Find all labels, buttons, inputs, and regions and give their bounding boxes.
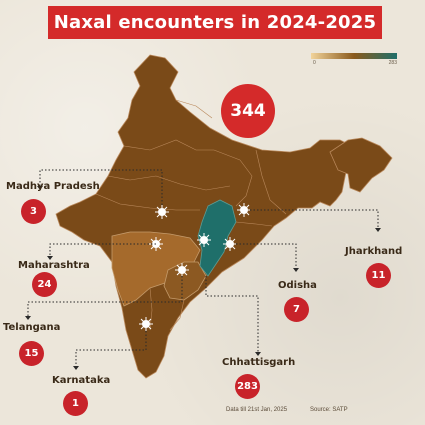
map-title: Naxal encounters in 2024-2025 — [48, 6, 382, 39]
count-badge-karnataka: 1 — [63, 391, 88, 416]
state-label-chhattisgarh: Chhattisgarh — [222, 357, 296, 368]
data-source-note: Source: SATP — [310, 407, 348, 413]
northeast-region — [329, 137, 393, 193]
state-label-telangana: Telangana — [3, 322, 61, 333]
state-label-jharkhand: Jharkhand — [345, 246, 403, 257]
count-badge-telangana: 15 — [19, 341, 44, 366]
state-label-maharashtra: Maharashtra — [18, 260, 90, 271]
state-boundaries — [95, 99, 287, 331]
legend-gradient — [311, 53, 397, 59]
chhattisgarh-region — [197, 199, 237, 277]
data-date-note: Data till 21st Jan, 2025 — [226, 407, 288, 413]
state-label-karnataka: Karnataka — [52, 375, 111, 386]
state-label-odisha: Odisha — [278, 280, 317, 291]
legend-min-label: 0 — [313, 60, 316, 66]
count-badge-madhya-pradesh: 3 — [21, 199, 46, 224]
color-legend: 0 283 — [311, 53, 397, 71]
legend-max-label: 283 — [388, 60, 397, 66]
leader-lines — [27, 169, 379, 366]
count-badge-chhattisgarh: 283 — [235, 374, 260, 399]
count-badge-maharashtra: 24 — [32, 272, 57, 297]
leader-arrowheads — [25, 186, 381, 370]
total-count-badge: 344 — [221, 84, 275, 138]
count-badge-jharkhand: 11 — [366, 263, 391, 288]
marker-rays — [139, 203, 251, 331]
count-badge-odisha: 7 — [284, 297, 309, 322]
state-label-madhya-pradesh: Madhya Pradesh — [6, 181, 100, 192]
telangana-region — [163, 261, 207, 301]
